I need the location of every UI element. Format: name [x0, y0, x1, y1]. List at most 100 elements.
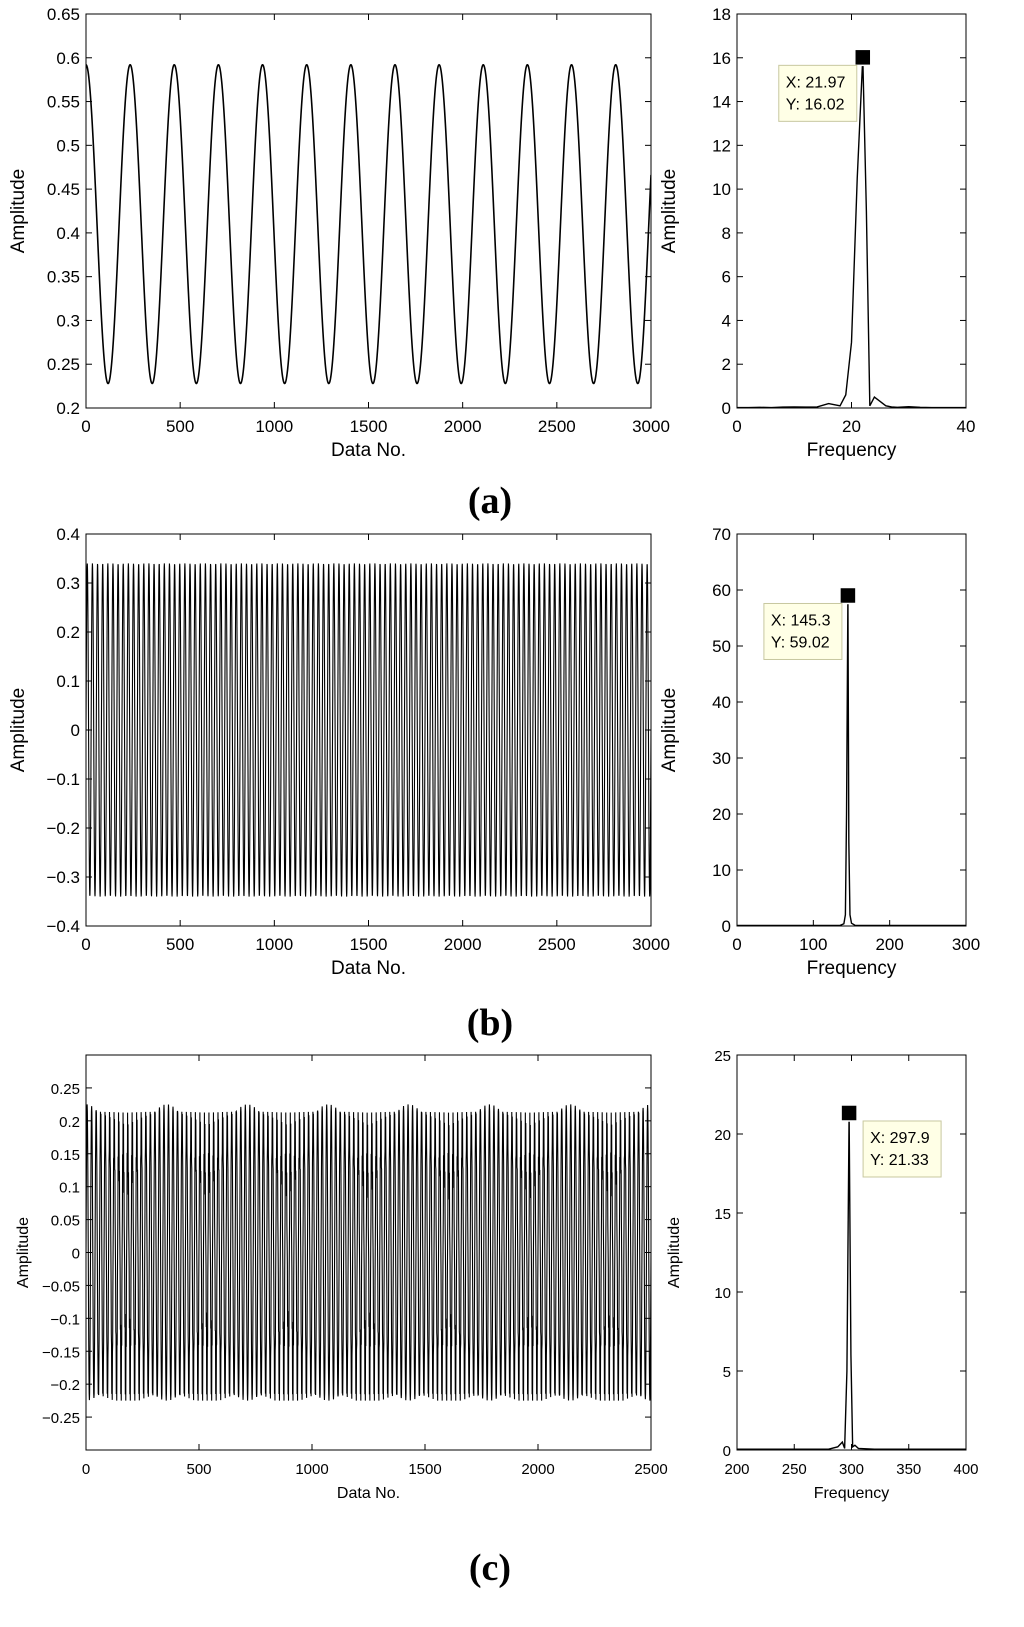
y-tick-label: 14: [712, 93, 731, 112]
x-tick-label: 350: [896, 1461, 921, 1478]
datatip-marker: [840, 1104, 858, 1122]
y-tick-label: 0.05: [51, 1213, 80, 1230]
y-tick-label: 16: [712, 49, 731, 68]
y-tick-label: 60: [712, 581, 731, 600]
y-tick-label: 10: [712, 861, 731, 880]
y-axis-label: Amplitude: [15, 1217, 32, 1288]
y-tick-label: −0.2: [50, 1377, 80, 1394]
time-signal-line: [86, 63, 651, 385]
y-tick-label: 0: [722, 399, 731, 418]
x-tick-label: 1000: [255, 935, 293, 954]
y-tick-label: 0: [71, 721, 80, 740]
x-tick-label: 300: [952, 935, 980, 954]
y-tick-label: 70: [712, 525, 731, 544]
y-tick-label: 18: [712, 5, 731, 24]
y-axis-label: Amplitude: [8, 688, 29, 773]
y-tick-label: 0.15: [51, 1147, 80, 1164]
datatip-y: Y: 21.33: [870, 1152, 929, 1169]
y-tick-label: 30: [712, 749, 731, 768]
y-tick-label: 0.3: [56, 574, 80, 593]
y-tick-label: 0: [723, 1443, 731, 1460]
y-tick-label: 0.2: [56, 399, 80, 418]
y-axis-label: Amplitude: [666, 1217, 683, 1288]
x-tick-label: 1500: [350, 935, 388, 954]
y-tick-label: 2: [722, 355, 731, 374]
datatip-x: X: 145.3: [771, 612, 831, 629]
x-tick-label: 1500: [350, 417, 388, 436]
x-tick-label: 1000: [255, 417, 293, 436]
panel-label: (c): [469, 1547, 511, 1589]
x-axis-label: Data No.: [337, 1485, 400, 1502]
y-tick-label: −0.4: [46, 917, 80, 936]
y-tick-label: −0.05: [42, 1278, 80, 1295]
x-tick-label: 500: [166, 935, 194, 954]
y-tick-label: 0.2: [59, 1114, 80, 1131]
y-tick-label: −0.1: [50, 1311, 80, 1328]
x-axis-label: Frequency: [807, 958, 897, 979]
y-tick-label: 10: [712, 180, 731, 199]
x-tick-label: 20: [842, 417, 861, 436]
y-axis-label: Amplitude: [659, 169, 680, 254]
x-tick-label: 400: [953, 1461, 978, 1478]
x-tick-label: 2000: [444, 417, 482, 436]
x-tick-label: 300: [839, 1461, 864, 1478]
datatip-marker: [839, 586, 857, 605]
y-tick-label: 0.25: [47, 355, 80, 374]
time-signal-line: [86, 563, 651, 897]
y-tick-label: 0.5: [56, 136, 80, 155]
datatip-y: Y: 16.02: [786, 96, 845, 113]
datatip-marker: [854, 48, 872, 67]
x-tick-label: 2500: [634, 1461, 667, 1478]
y-tick-label: 50: [712, 637, 731, 656]
y-tick-label: 20: [712, 805, 731, 824]
x-tick-label: 2500: [538, 935, 576, 954]
spectrum-line: [737, 57, 966, 408]
y-tick-label: 0.4: [56, 224, 80, 243]
x-axis-label: Data No.: [331, 440, 406, 461]
y-tick-label: 0.55: [47, 93, 80, 112]
datatip-box: [778, 64, 858, 122]
y-tick-label: 0.3: [56, 311, 80, 330]
datatip-x: X: 297.9: [870, 1130, 930, 1147]
x-tick-label: 1000: [295, 1461, 328, 1478]
y-tick-label: −0.25: [42, 1410, 80, 1427]
y-tick-label: −0.15: [42, 1344, 80, 1361]
x-tick-label: 2000: [444, 935, 482, 954]
x-tick-label: 500: [186, 1461, 211, 1478]
x-tick-label: 0: [81, 417, 90, 436]
y-tick-label: 10: [714, 1285, 731, 1302]
time-signal-plot: 0 500 1000 1500 2000 2500 3000 −0.4 −0.3 −0.2 −0.1…: [8, 525, 670, 979]
y-tick-label: −0.3: [46, 868, 80, 887]
x-tick-label: 0: [82, 1461, 90, 1478]
y-tick-label: −0.2: [46, 819, 80, 838]
y-tick-label: 0: [72, 1246, 80, 1263]
y-tick-label: 40: [712, 693, 731, 712]
x-tick-label: 200: [875, 935, 903, 954]
x-tick-label: 100: [799, 935, 827, 954]
y-tick-label: 4: [722, 311, 731, 330]
x-tick-label: 200: [724, 1461, 749, 1478]
x-tick-label: 0: [732, 935, 741, 954]
y-tick-label: 5: [723, 1364, 731, 1381]
datatip-y: Y: 59.02: [771, 634, 830, 651]
y-tick-label: 12: [712, 136, 731, 155]
time-signal-plot: 0 500 1000 1500 2000 2500 −0.25 −0.2 −0.15 −0.1 −0…: [15, 1054, 668, 1502]
y-tick-label: 0.45: [47, 180, 80, 199]
x-tick-label: 2000: [521, 1461, 554, 1478]
time-signal-line: [86, 1104, 651, 1401]
x-tick-label: 3000: [632, 935, 670, 954]
panel-label: (b): [467, 1002, 513, 1044]
y-tick-label: 0.35: [47, 268, 80, 287]
y-tick-label: 20: [714, 1127, 731, 1144]
y-axis-label: Amplitude: [8, 169, 29, 254]
x-axis-label: Frequency: [807, 440, 897, 461]
time-signal-plot: 0 500 1000 1500 2000 2500 3000 0.2 0.25 0.3 0.35 0.…: [8, 5, 670, 461]
x-tick-label: 500: [166, 417, 194, 436]
x-tick-label: 2500: [538, 417, 576, 436]
y-tick-label: 8: [722, 224, 731, 243]
y-axis-label: Amplitude: [659, 688, 680, 773]
y-tick-label: 0.65: [47, 5, 80, 24]
y-tick-label: 0: [722, 917, 731, 936]
y-tick-label: 6: [722, 268, 731, 287]
x-tick-label: 0: [81, 935, 90, 954]
